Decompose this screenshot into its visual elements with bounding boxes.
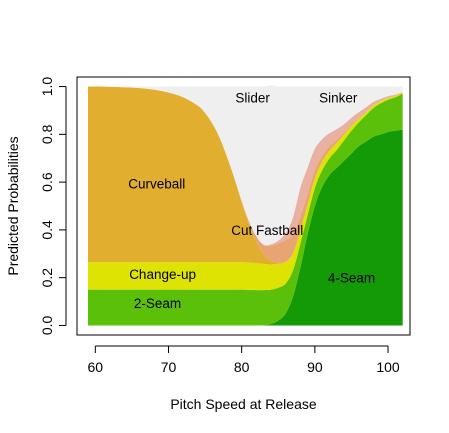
band-labels: Slider Sinker Curveball Cut Fastball Change-…: [128, 90, 375, 310]
label-change-up: Change-up: [129, 267, 196, 282]
label-2-seam: 2-Seam: [134, 296, 181, 311]
x-tick-label: 100: [376, 359, 400, 375]
area-slider: [87, 85, 403, 246]
area-2-seam: [87, 93, 403, 326]
x-tick-label: 80: [234, 359, 250, 375]
y-tick-label: 0.0: [39, 316, 55, 336]
x-axis: 60 70 80 90 100: [88, 345, 400, 375]
y-tick-label: 0.6: [39, 172, 55, 192]
plot-frame: [76, 76, 411, 336]
stacked-areas: [87, 85, 403, 326]
x-tick-label: 90: [307, 359, 323, 375]
y-tick-label: 0.2: [39, 268, 55, 288]
label-curveball: Curveball: [128, 176, 185, 191]
x-axis-title: Pitch Speed at Release: [170, 396, 317, 412]
label-cut-fastball: Cut Fastball: [231, 223, 303, 238]
y-tick-label: 1.0: [39, 77, 55, 97]
label-sinker: Sinker: [319, 90, 358, 105]
label-slider: Slider: [235, 90, 270, 105]
x-tick-label: 60: [88, 359, 104, 375]
x-tick-label: 70: [161, 359, 177, 375]
y-tick-label: 0.8: [39, 124, 55, 144]
label-4-seam: 4-Seam: [328, 271, 375, 286]
y-axis: 0.0 0.2 0.4 0.6 0.8 1.0: [39, 77, 67, 336]
y-axis-title: Predicted Probabilities: [5, 136, 21, 275]
area-curveball: [87, 86, 403, 265]
area-4-seam: [87, 129, 403, 326]
area-change-up: [87, 92, 403, 291]
y-tick-label: 0.4: [39, 220, 55, 240]
